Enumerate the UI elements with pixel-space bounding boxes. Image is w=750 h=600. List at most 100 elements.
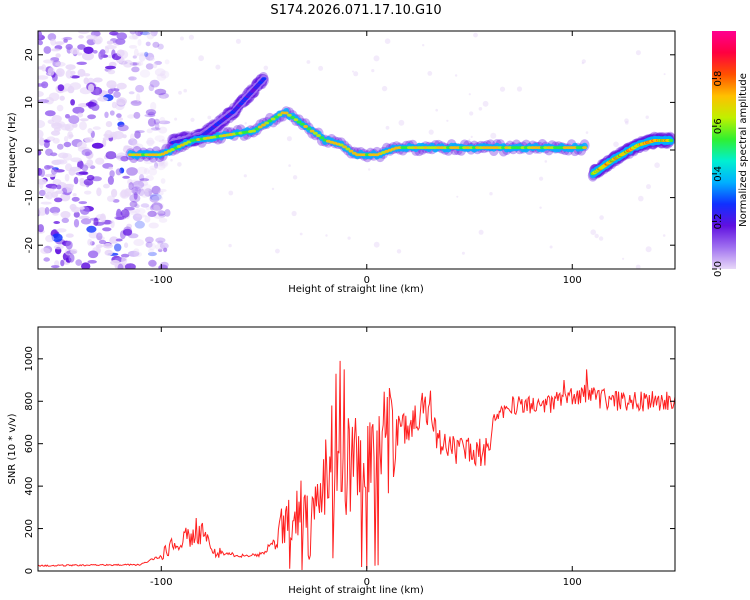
heatmap-noise-cell: [299, 232, 303, 236]
heatmap-noise-cell: [154, 88, 167, 96]
heatmap-noise-cell: [594, 233, 599, 239]
heatmap-noise-cell: [107, 54, 113, 59]
heatmap-noise-cell: [157, 210, 166, 216]
heatmap-trace-core: [257, 125, 263, 129]
heatmap-noise-cell: [130, 133, 135, 141]
figure-title: S174.2026.071.17.10.G10: [270, 3, 441, 18]
heatmap-trace-core: [267, 119, 273, 123]
heatmap-noise-cell: [38, 189, 46, 197]
heatmap-noise-cell: [286, 136, 292, 142]
heatmap-noise-cell: [544, 160, 548, 163]
heatmap-noise-cell: [71, 206, 81, 213]
heatmap-noise-cell: [190, 117, 195, 122]
heatmap-trace-core: [342, 145, 347, 149]
heatmap-noise-cell: [244, 122, 247, 125]
heatmap-noise-cell: [124, 263, 136, 269]
heatmap-noise-cell: [41, 64, 47, 72]
heatmap-noise-cell: [139, 178, 150, 182]
heatmap-noise-cell: [598, 236, 604, 241]
heatmap-noise-cell: [306, 60, 311, 64]
heatmap-noise-cell: [478, 229, 484, 235]
heatmap-noise-cell: [81, 149, 93, 156]
heatmap-noise-cell: [158, 264, 168, 269]
heatmap-noise-cell: [446, 119, 449, 122]
heatmap-noise-cell: [153, 118, 160, 125]
heatmap-noise-cell: [39, 168, 46, 177]
heatmap-noise-cell: [47, 67, 55, 76]
heatmap-noise-cell: [137, 180, 149, 187]
heatmap-noise-cell: [102, 227, 112, 232]
heatmap-trace-core: [407, 146, 412, 150]
heatmap-noise-cell: [83, 77, 89, 85]
heatmap-noise-cell: [116, 32, 128, 40]
heatmap-trace-core: [517, 146, 523, 150]
heatmap-trace-core: [316, 134, 321, 138]
heatmap-noise-cell: [135, 214, 148, 218]
heatmap-noise-cell: [149, 57, 155, 61]
heatmap-noise-cell: [157, 240, 164, 245]
heatmap-noise-cell: [73, 218, 80, 228]
heatmap-trace-core: [540, 146, 545, 150]
heatmap-noise-cell: [132, 180, 145, 189]
heatmap-noise-cell: [116, 208, 122, 217]
heatmap-noise-cell: [70, 99, 75, 106]
heatmap-noise-cell: [113, 91, 121, 98]
heatmap-x-label: Height of straight line (km): [288, 284, 424, 295]
heatmap-trace-core: [423, 146, 428, 150]
heatmap-noise-cell: [120, 209, 130, 218]
heatmap-trace-core: [436, 146, 441, 150]
heatmap-noise-cell: [54, 41, 65, 45]
heatmap-trace-core: [296, 120, 302, 124]
heatmap-noise-cell: [147, 251, 157, 257]
heatmap-noise-cell: [154, 68, 166, 77]
heatmap-noise-cell: [38, 224, 44, 233]
heatmap-noise-cell: [55, 53, 61, 58]
heatmap-noise-cell: [145, 52, 155, 61]
heatmap-noise-cell: [138, 174, 145, 183]
colorbar-tick-label: 0.4: [713, 166, 724, 182]
heatmap-trace-core: [283, 111, 289, 115]
heatmap-noise-cell: [43, 46, 52, 54]
snr-x-tick-label: 100: [563, 577, 582, 588]
heatmap-noise-cell: [50, 38, 57, 46]
heatmap-noise-cell: [145, 241, 153, 248]
heatmap-noise-cell: [159, 159, 169, 168]
heatmap-noise-cell: [143, 167, 150, 175]
heatmap-noise-cell: [144, 113, 156, 118]
heatmap-noise-cell: [111, 188, 118, 198]
heatmap-noise-cell: [645, 246, 652, 253]
heatmap-trace-core: [549, 146, 555, 150]
heatmap-noise-cell: [123, 145, 130, 150]
heatmap-noise-cell: [128, 91, 135, 95]
heatmap-trace-core: [556, 146, 561, 150]
heatmap-noise-cell: [158, 120, 171, 125]
heatmap-y-tick-label: 0: [24, 147, 35, 153]
heatmap-noise-cell: [150, 31, 158, 37]
heatmap-trace-core: [429, 146, 435, 150]
heatmap-noise-cell: [663, 73, 666, 76]
heatmap-noise-cell: [516, 86, 523, 92]
heatmap-trace-core: [154, 153, 159, 157]
heatmap-noise-cell: [53, 221, 60, 224]
heatmap-noise-cell: [129, 31, 136, 35]
heatmap-y-tick-label: 20: [24, 48, 35, 61]
heatmap-noise-cell: [138, 53, 146, 62]
heatmap-trace-core: [348, 149, 354, 153]
heatmap-noise-cell: [81, 262, 91, 269]
heatmap-noise-cell: [152, 62, 158, 69]
heatmap-noise-cell: [63, 36, 73, 41]
heatmap-noise-cell: [151, 195, 164, 202]
heatmap-noise-cell: [149, 79, 160, 88]
heatmap-trace-core: [300, 122, 305, 126]
heatmap-noise-cell: [51, 168, 58, 175]
heatmap-noise-cell: [243, 174, 247, 178]
heatmap-noise-cell: [155, 237, 166, 243]
heatmap-noise-cell: [148, 259, 157, 267]
heatmap-noise-cell: [215, 64, 221, 70]
heatmap-noise-cell: [622, 257, 625, 260]
heatmap-noise-cell: [88, 231, 99, 239]
heatmap-noise-cell: [78, 201, 88, 205]
heatmap-trace-core: [147, 153, 153, 157]
heatmap-noise-cell: [148, 84, 155, 92]
